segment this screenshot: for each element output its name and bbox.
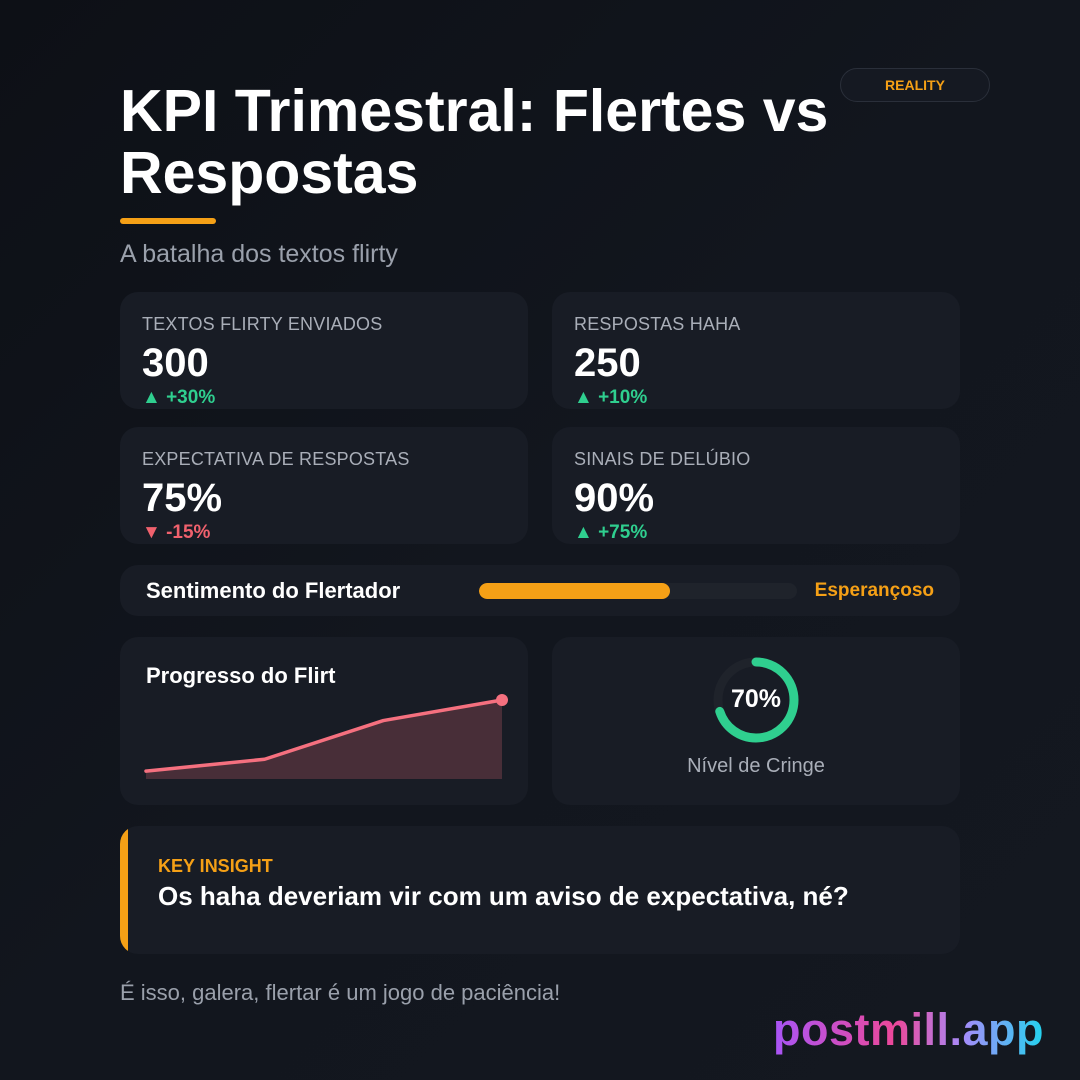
kpi-label: RESPOSTAS HAHA (574, 314, 741, 334)
cringe-donut-card: 70% Nível de Cringe (552, 637, 960, 805)
insight-tag: KEY INSIGHT (158, 856, 273, 876)
kpi-label: EXPECTATIVA DE RESPOSTAS (142, 449, 410, 469)
kpi-label: SINAIS DE DELÚBIO (574, 449, 751, 469)
brand-logo: postmill.app (772, 1004, 1044, 1055)
donut-arc (713, 657, 799, 743)
kpi-delta: ▼ -15% (142, 522, 211, 543)
insight-text: Os haha deveriam vir com um aviso de exp… (158, 881, 849, 911)
kpi-value: 75% (142, 476, 223, 520)
chart-line (144, 698, 504, 773)
kpi-delta: ▲ +30% (142, 387, 216, 408)
sentiment-card: Sentimento do Flertador Esperançoso (120, 565, 960, 616)
kpi-value: 90% (574, 476, 655, 520)
kpi-card-respostas-haha: RESPOSTAS HAHA 250 ▲ +10% (552, 292, 960, 409)
sentiment-bar-track (479, 582, 797, 599)
kpi-value: 300 (142, 341, 209, 385)
kpi-card-textos-flirty: TEXTOS FLIRTY ENVIADOS 300 ▲ +30% (120, 292, 528, 409)
page-subtitle: A batalha dos textos flirty (120, 240, 398, 268)
reality-badge: REALITY (840, 68, 990, 102)
donut-label: Nível de Cringe (687, 755, 825, 777)
chart-area (146, 700, 502, 779)
sentiment-bar-fill (479, 582, 670, 599)
kpi-delta: ▲ +10% (574, 387, 648, 408)
donut-value: 70% (730, 685, 782, 713)
insight-accent-bar (120, 826, 128, 954)
kpi-value: 250 (574, 341, 641, 385)
chart-endpoint (496, 694, 508, 706)
kpi-label: TEXTOS FLIRTY ENVIADOS (142, 314, 383, 334)
kpi-card-sinais-delubio: SINAIS DE DELÚBIO 90% ▲ +75% (552, 427, 960, 544)
footer-text: É isso, galera, flertar é um jogo de pac… (120, 980, 561, 1005)
title-underline (120, 218, 216, 224)
progress-chart-card: Progresso do Flirt (120, 637, 528, 805)
sentiment-label: Sentimento do Flertador (146, 577, 401, 603)
progress-chart (144, 694, 508, 779)
chart-title: Progresso do Flirt (146, 663, 336, 688)
page-title: KPI Trimestral: Flertes vs Respostas (120, 78, 829, 206)
kpi-delta: ▲ +75% (574, 522, 648, 543)
key-insight-card: KEY INSIGHT Os haha deveriam vir com um … (120, 826, 960, 954)
kpi-card-expectativa: EXPECTATIVA DE RESPOSTAS 75% ▼ -15% (120, 427, 528, 544)
sentiment-value: Esperançoso (814, 579, 934, 601)
cringe-donut (713, 657, 799, 743)
